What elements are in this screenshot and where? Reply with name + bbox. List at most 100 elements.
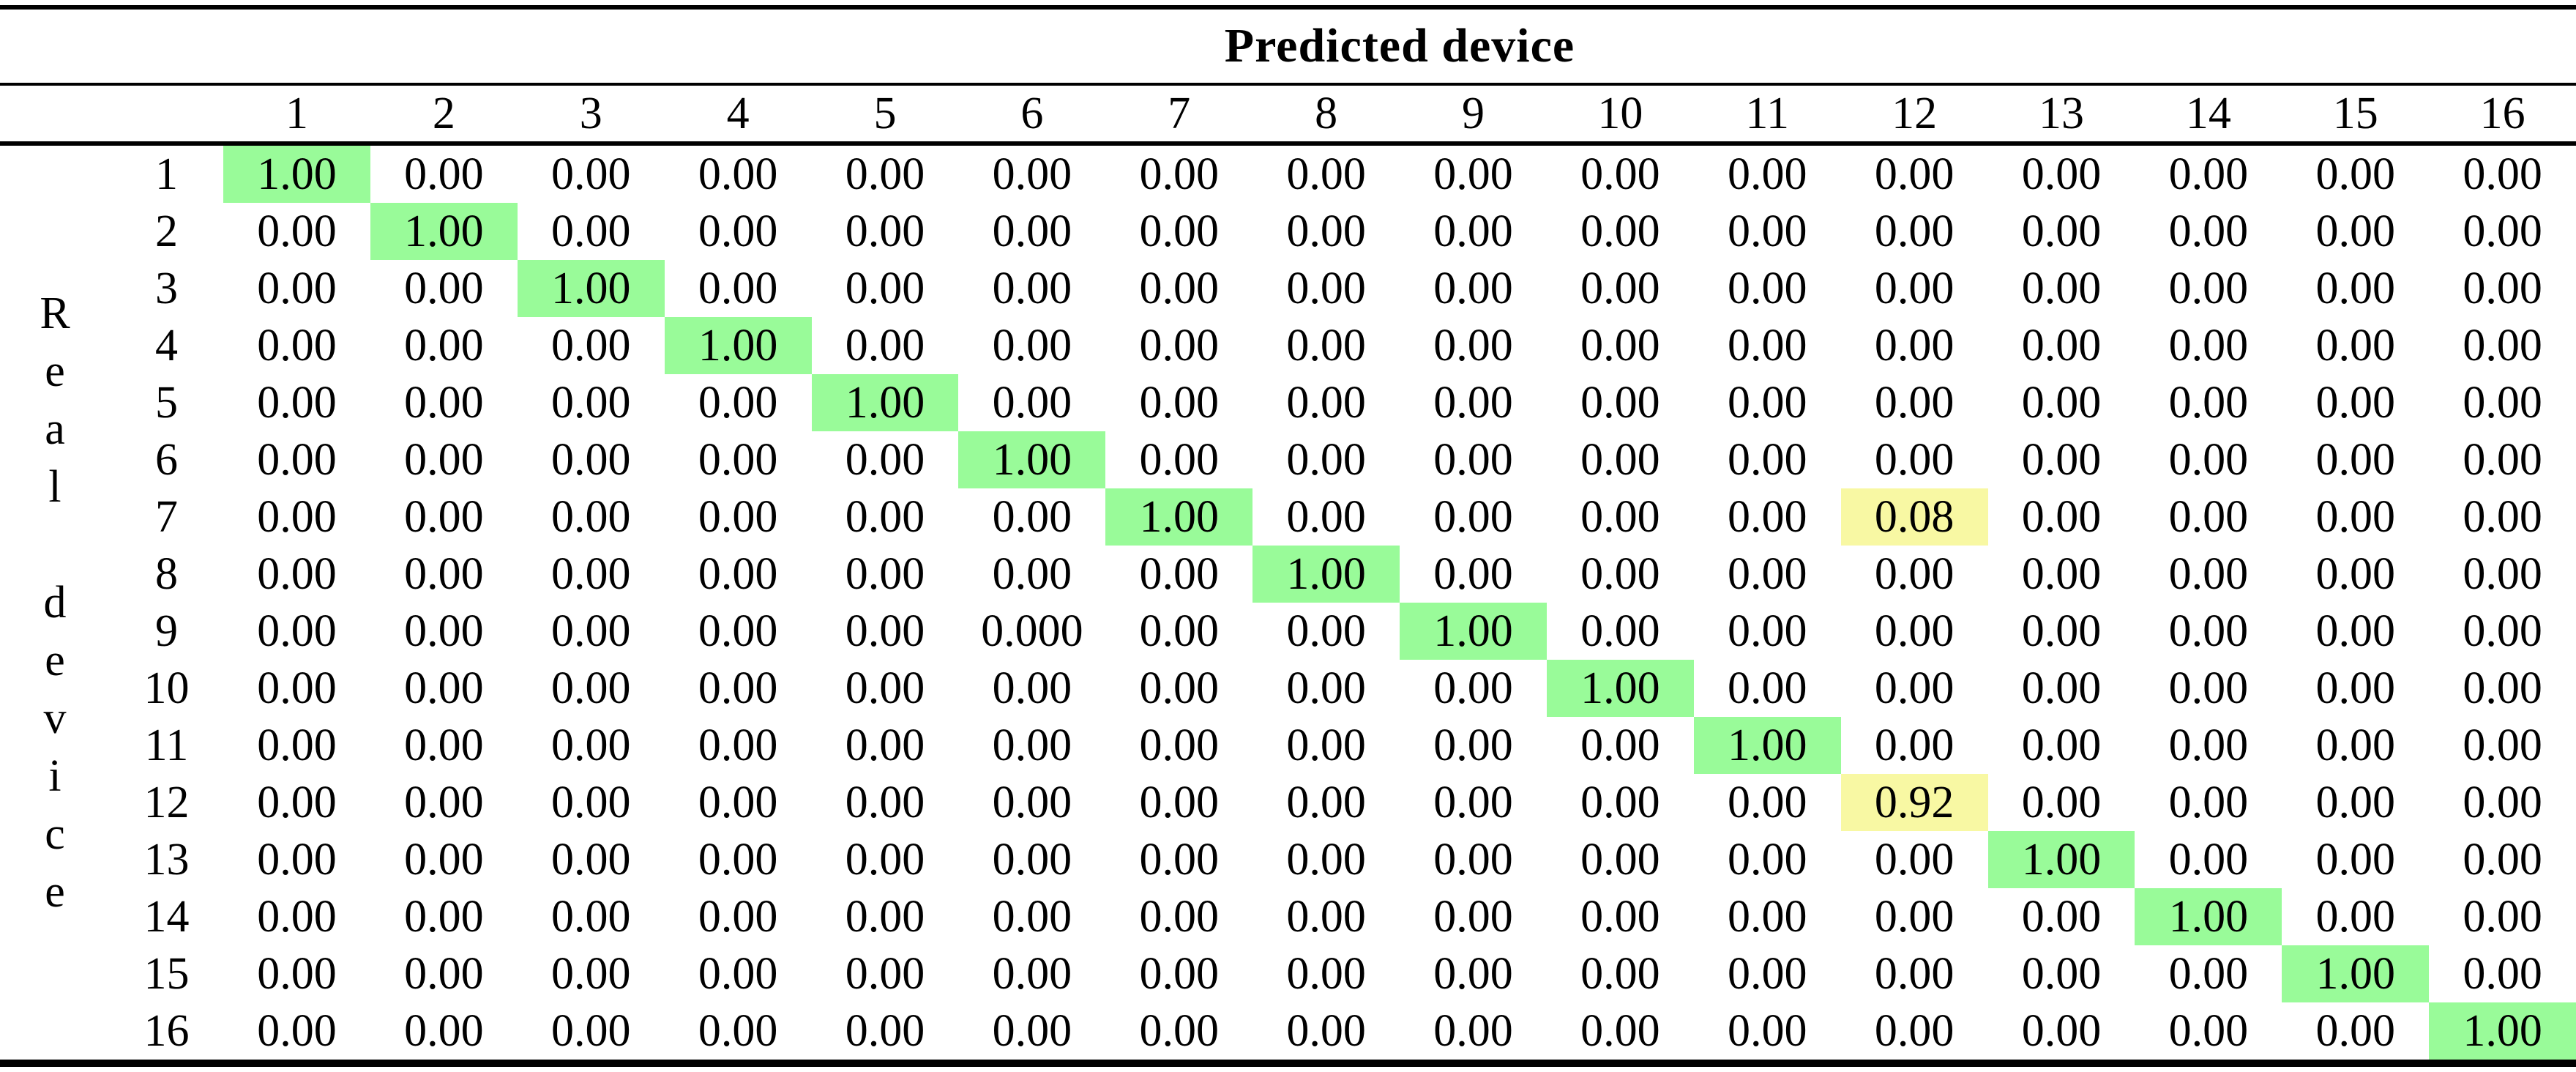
matrix-cell-r14c9: 0.00 [1433,892,1513,942]
matrix-cell-r15c7: 0.00 [1139,949,1219,999]
row-label-13: 13 [143,835,190,885]
col-header-15: 15 [2282,84,2430,146]
matrix-cell-r6c6: 1.00 [958,431,1106,488]
col-header-13: 13 [1987,84,2135,146]
matrix-cell-r1c2: 0.00 [404,149,484,199]
matrix-cell-r3c7: 0.00 [1139,264,1219,313]
matrix-cell-r15c10: 0.00 [1580,949,1660,999]
matrix-cell-r10c10: 1.00 [1546,660,1694,717]
matrix-cell-r13c8: 0.00 [1286,835,1366,885]
matrix-cell-r8c2: 0.00 [404,549,484,599]
matrix-cell-r14c8: 0.00 [1286,892,1366,942]
matrix-cell-r11c9: 0.00 [1433,721,1513,770]
matrix-cell-r15c9: 0.00 [1433,949,1513,999]
matrix-cell-r13c2: 0.00 [404,835,484,885]
matrix-cell-r8c10: 0.00 [1580,549,1660,599]
matrix-cell-r4c11: 0.00 [1727,321,1807,371]
matrix-cell-r10c5: 0.00 [845,663,925,713]
matrix-cell-r15c14: 0.00 [2168,949,2249,999]
row-label-14: 14 [143,892,190,942]
matrix-cell-r11c2: 0.00 [404,721,484,770]
matrix-cell-r4c7: 0.00 [1139,321,1219,371]
matrix-cell-r1c6: 0.00 [992,149,1072,199]
matrix-cell-r14c1: 0.00 [257,892,337,942]
matrix-cell-r10c12: 0.00 [1874,663,1955,713]
matrix-cell-r9c6: 0.000 [981,606,1083,656]
matrix-cell-r2c6: 0.00 [992,206,1072,256]
col-header-2: 2 [370,84,518,146]
row-label-15: 15 [143,949,190,999]
col-header-9: 9 [1400,84,1547,146]
matrix-cell-r1c10: 0.00 [1580,149,1660,199]
matrix-cell-r7c7: 1.00 [1105,488,1253,546]
matrix-row-11: 11 0.00 0.00 0.00 0.00 0.00 0.00 0.00 0.00 0.00 0.… [0,717,2576,774]
matrix-cell-r2c3: 0.00 [550,206,631,256]
matrix-cell-r13c10: 0.00 [1580,835,1660,885]
matrix-cell-r2c7: 0.00 [1139,206,1219,256]
matrix-cell-r7c2: 0.00 [404,492,484,542]
matrix-cell-r10c15: 0.00 [2315,663,2395,713]
matrix-cell-r3c2: 0.00 [404,264,484,313]
matrix-cell-r3c6: 0.00 [992,264,1072,313]
matrix-cell-r16c15: 0.00 [2315,1006,2395,1056]
corner-blank [0,7,223,86]
matrix-cell-r2c4: 0.00 [698,206,778,256]
matrix-row-10: 10 0.00 0.00 0.00 0.00 0.00 0.00 0.00 0.00 0.00 1.… [0,660,2576,717]
matrix-cell-r12c1: 0.00 [257,778,337,827]
row-label-1: 1 [155,149,178,199]
matrix-cell-r1c12: 0.00 [1874,149,1955,199]
matrix-cell-r5c7: 0.00 [1139,378,1219,428]
row-label-5: 5 [155,378,178,428]
matrix-cell-r5c2: 0.00 [404,378,484,428]
matrix-cell-r12c13: 0.00 [2021,778,2102,827]
matrix-cell-r12c10: 0.00 [1580,778,1660,827]
matrix-cell-r6c1: 0.00 [257,435,337,485]
matrix-cell-r16c8: 0.00 [1286,1006,1366,1056]
matrix-cell-r13c9: 0.00 [1433,835,1513,885]
matrix-cell-r7c1: 0.00 [257,492,337,542]
matrix-row-8: 8 0.00 0.00 0.00 0.00 0.00 0.00 0.00 1.00 0.00 0.0… [0,546,2576,603]
matrix-cell-r1c8: 0.00 [1286,149,1366,199]
matrix-cell-r6c12: 0.00 [1874,435,1955,485]
matrix-cell-r15c13: 0.00 [2021,949,2102,999]
matrix-cell-r14c5: 0.00 [845,892,925,942]
matrix-cell-r8c9: 0.00 [1433,549,1513,599]
axis-letter: R [40,288,70,338]
predicted-axis-row: Predicted device [0,7,2576,86]
matrix-cell-r10c14: 0.00 [2168,663,2249,713]
matrix-cell-r10c4: 0.00 [698,663,778,713]
col-header-14: 14 [2135,84,2282,146]
matrix-cell-r6c14: 0.00 [2168,435,2249,485]
matrix-cell-r16c1: 0.00 [257,1006,337,1056]
matrix-cell-r7c13: 0.00 [2021,492,2102,542]
row-label-6: 6 [155,435,178,485]
matrix-cell-r1c9: 0.00 [1433,149,1513,199]
matrix-cell-r5c4: 0.00 [698,378,778,428]
matrix-cell-r11c13: 0.00 [2021,721,2102,770]
matrix-cell-r5c16: 0.00 [2463,378,2542,428]
matrix-cell-r10c13: 0.00 [2021,663,2102,713]
matrix-cell-r4c16: 0.00 [2463,321,2542,371]
matrix-cell-r16c6: 0.00 [992,1006,1072,1056]
matrix-row-3: 3 0.00 0.00 1.00 0.00 0.00 0.00 0.00 0.00 0.00 0.0… [0,260,2576,317]
matrix-cell-r12c8: 0.00 [1286,778,1366,827]
matrix-cell-r6c9: 0.00 [1433,435,1513,485]
matrix-cell-r2c5: 0.00 [845,206,925,256]
matrix-cell-r15c16: 0.00 [2463,949,2542,999]
row-label-4: 4 [155,321,178,371]
matrix-cell-r3c10: 0.00 [1580,264,1660,313]
col-header-11: 11 [1693,84,1841,146]
matrix-cell-r5c12: 0.00 [1874,378,1955,428]
matrix-cell-r4c3: 0.00 [550,321,631,371]
matrix-cell-r14c3: 0.00 [550,892,631,942]
matrix-cell-r6c16: 0.00 [2463,435,2542,485]
matrix-cell-r12c6: 0.00 [992,778,1072,827]
matrix-cell-r7c3: 0.00 [550,492,631,542]
matrix-cell-r1c5: 0.00 [845,149,925,199]
matrix-cell-r6c11: 0.00 [1727,435,1807,485]
matrix-cell-r7c12: 0.08 [1840,488,1988,546]
axis-letter: e [45,866,65,917]
matrix-cell-r3c4: 0.00 [698,264,778,313]
matrix-cell-r9c13: 0.00 [2021,606,2102,656]
